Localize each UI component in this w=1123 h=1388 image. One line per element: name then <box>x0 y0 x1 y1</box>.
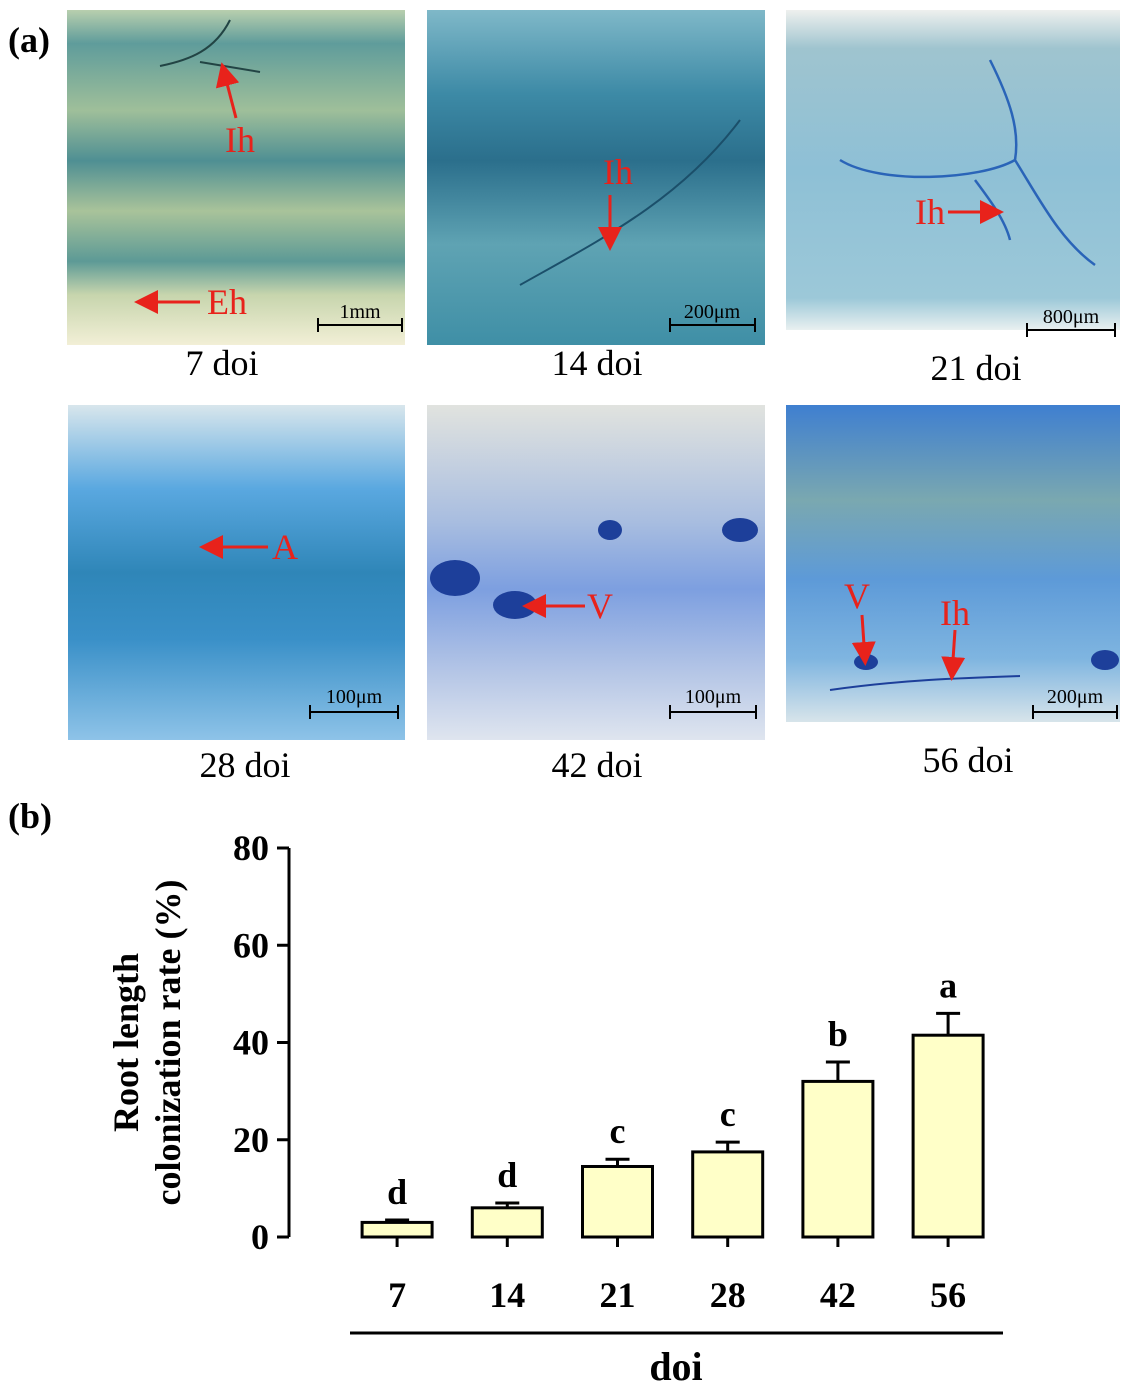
x-tick-label: 14 <box>489 1275 525 1315</box>
micrograph: V Ih 200μm <box>786 405 1120 722</box>
micrograph: Ih 200μm <box>427 10 765 345</box>
y-tick-label: 80 <box>233 828 269 868</box>
micrograph: Ih Eh 1mm <box>67 10 405 345</box>
y-tick-label: 60 <box>233 925 269 965</box>
scale-bar-label: 800μm <box>1043 306 1100 328</box>
annotation: Ih <box>603 152 633 192</box>
bar <box>803 1081 873 1237</box>
annotation: Ih <box>225 120 255 160</box>
bar <box>583 1166 653 1237</box>
scale-bar-label: 1mm <box>339 301 381 323</box>
caption: 14 doi <box>551 343 642 383</box>
bar <box>472 1208 542 1237</box>
significance-letter: a <box>939 965 957 1005</box>
x-axis-label: doi <box>649 1344 702 1388</box>
caption: 42 doi <box>551 745 642 785</box>
annotation: A <box>272 527 298 567</box>
scale-bar-label: 200μm <box>1047 686 1104 708</box>
scale-bar-label: 200μm <box>684 301 741 323</box>
y-tick-label: 0 <box>251 1217 269 1257</box>
micrograph: V 100μm <box>427 405 765 740</box>
scale-bar-label: 100μm <box>326 686 383 708</box>
y-axis-label: Root length <box>106 953 146 1132</box>
caption: 56 doi <box>922 740 1013 780</box>
x-tick-label: 42 <box>820 1275 856 1315</box>
significance-letter: d <box>387 1172 407 1212</box>
micrograph: Ih 800μm <box>786 10 1120 337</box>
bar <box>693 1152 763 1237</box>
caption: 28 doi <box>199 745 290 785</box>
significance-letter: c <box>720 1094 736 1134</box>
y-axis-label: colonization rate (%) <box>148 880 188 1206</box>
significance-letter: d <box>497 1155 517 1195</box>
caption: 7 doi <box>185 343 258 383</box>
annotation: Ih <box>915 192 945 232</box>
annotation: V <box>844 576 870 616</box>
y-tick-label: 20 <box>233 1120 269 1160</box>
x-tick-label: 56 <box>930 1275 966 1315</box>
annotation: V <box>587 586 613 626</box>
y-tick-label: 40 <box>233 1023 269 1063</box>
significance-letter: b <box>828 1014 848 1054</box>
annotation: Ih <box>940 593 970 633</box>
scale-bar-label: 100μm <box>685 686 742 708</box>
caption: 21 doi <box>930 348 1021 388</box>
micrograph: A 100μm <box>68 405 405 740</box>
bar <box>362 1222 432 1237</box>
panel-label: (a) <box>8 20 50 60</box>
significance-letter: c <box>610 1111 626 1151</box>
bar <box>913 1035 983 1237</box>
x-tick-label: 21 <box>600 1275 636 1315</box>
figure: (a) (b) Ih Eh 1mm 7 doi Ih 200μm 14 doi … <box>0 0 1123 1388</box>
x-tick-label: 7 <box>388 1275 406 1315</box>
annotation: Eh <box>207 282 247 322</box>
panel-label: (b) <box>8 796 52 836</box>
x-tick-label: 28 <box>710 1275 746 1315</box>
